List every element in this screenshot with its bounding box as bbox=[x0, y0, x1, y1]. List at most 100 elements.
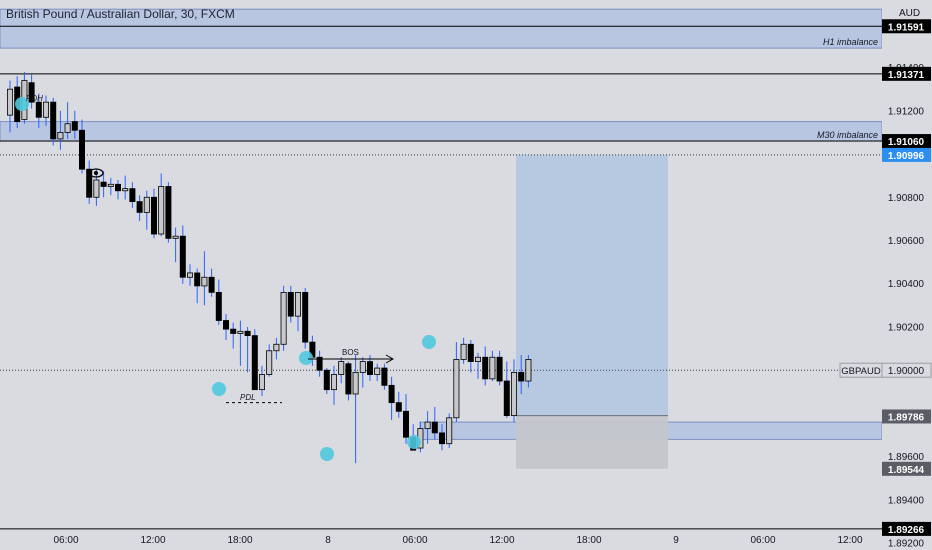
candle-bearish bbox=[244, 330, 251, 337]
candle-bearish bbox=[482, 356, 489, 380]
swing-marker bbox=[299, 351, 313, 365]
candle-bullish bbox=[374, 367, 381, 375]
candle-bearish bbox=[136, 201, 143, 213]
price-label-box bbox=[882, 147, 931, 162]
symbol-label-text: GBPAUD bbox=[841, 366, 881, 377]
eye-pupil-icon bbox=[94, 171, 98, 175]
swing-marker bbox=[320, 447, 334, 461]
pdh-label: PDH bbox=[26, 94, 43, 103]
y-tick-label: 1.90600 bbox=[888, 236, 925, 247]
candle-bearish bbox=[35, 101, 42, 118]
candle-bearish bbox=[438, 432, 445, 445]
position-stop-zone bbox=[516, 415, 668, 469]
candle-bullish bbox=[201, 276, 208, 287]
candle-bearish bbox=[222, 320, 229, 330]
candle-bullish bbox=[280, 291, 287, 345]
swing-marker bbox=[212, 382, 226, 396]
candle-bullish bbox=[474, 356, 481, 362]
x-tick-label: 12:00 bbox=[140, 535, 165, 546]
candle-bullish bbox=[294, 291, 301, 317]
x-tick-label: 18:00 bbox=[227, 535, 252, 546]
candle-bearish bbox=[100, 181, 107, 187]
candle-bullish bbox=[489, 356, 496, 380]
candle-bullish bbox=[237, 330, 244, 334]
candle-bullish bbox=[158, 186, 165, 235]
candle-bearish bbox=[287, 291, 294, 317]
candle-bearish bbox=[179, 235, 186, 278]
candle-bearish bbox=[165, 186, 172, 239]
candle-bearish bbox=[251, 335, 258, 391]
candle-bearish bbox=[388, 384, 395, 404]
candle-bearish bbox=[71, 121, 78, 131]
candle-bullish bbox=[107, 183, 114, 187]
y-tick-label: 1.90800 bbox=[888, 193, 925, 204]
y-tick-label: 1.90200 bbox=[888, 322, 925, 333]
y-tick-label: 1.89200 bbox=[888, 539, 925, 550]
candle-bullish bbox=[172, 235, 179, 239]
candle-bearish bbox=[115, 183, 122, 192]
time-axis-background bbox=[0, 541, 882, 550]
price-label-box bbox=[882, 134, 931, 149]
candle-bearish bbox=[79, 129, 86, 170]
candle-bearish bbox=[366, 361, 373, 375]
candle-bearish bbox=[150, 196, 157, 235]
x-tick-label: 18:00 bbox=[576, 535, 601, 546]
price-label-box bbox=[882, 461, 931, 476]
candle-bearish bbox=[316, 356, 323, 371]
swing-marker bbox=[422, 335, 436, 349]
candle-bullish bbox=[57, 132, 64, 140]
candle-bearish bbox=[496, 356, 503, 382]
candle-bullish bbox=[352, 371, 359, 395]
candle-bullish bbox=[453, 359, 460, 419]
candle-bearish bbox=[50, 101, 57, 140]
candle-bullish bbox=[424, 421, 431, 429]
price-label-text: 1.91591 bbox=[888, 22, 925, 33]
y-tick-label: 1.90400 bbox=[888, 279, 925, 290]
imbalance-zone-label: M30 imbalance bbox=[817, 130, 878, 140]
candle-bearish bbox=[431, 421, 438, 434]
candle-bullish bbox=[359, 361, 366, 373]
price-label-box bbox=[882, 409, 931, 424]
x-tick-label: 06:00 bbox=[750, 535, 775, 546]
candle-bearish bbox=[208, 276, 215, 293]
bos-label: BOS bbox=[342, 348, 359, 357]
y-tick-label: 1.89400 bbox=[888, 495, 925, 506]
candle-bullish bbox=[273, 343, 280, 352]
candle-bullish bbox=[330, 374, 337, 391]
position-target-zone bbox=[516, 154, 668, 416]
candle-bullish bbox=[446, 417, 453, 445]
candle-bullish bbox=[460, 343, 467, 360]
y-tick-label: 1.91200 bbox=[888, 106, 925, 117]
axis-currency: AUD bbox=[899, 8, 921, 19]
price-axis-background bbox=[882, 0, 932, 550]
chart-title: British Pound / Australian Dollar, 30, F… bbox=[6, 7, 235, 21]
price-label-box bbox=[882, 66, 931, 81]
swing-marker bbox=[15, 97, 29, 111]
candle-bearish bbox=[215, 291, 222, 321]
price-label-box bbox=[882, 19, 931, 34]
x-tick-label: 12:00 bbox=[837, 535, 862, 546]
candle-bullish bbox=[338, 361, 345, 375]
candle-bearish bbox=[28, 82, 35, 103]
price-label-text: 1.89266 bbox=[888, 525, 925, 536]
candle-bearish bbox=[395, 402, 402, 412]
price-label-text: 1.90996 bbox=[888, 151, 925, 162]
price-label-box bbox=[882, 521, 931, 536]
candle-bullish bbox=[258, 374, 265, 391]
candle-bullish bbox=[64, 123, 71, 133]
bos-arrow-icon bbox=[385, 354, 395, 364]
x-tick-label: 06:00 bbox=[53, 535, 78, 546]
candle-bearish bbox=[467, 343, 474, 362]
candle-bearish bbox=[194, 272, 201, 287]
candle-bullish bbox=[510, 371, 517, 417]
imbalance-zone bbox=[0, 8, 883, 49]
candle-bearish bbox=[518, 371, 525, 382]
symbol-price-box bbox=[881, 362, 932, 378]
imbalance-zone bbox=[0, 121, 883, 142]
candle-bearish bbox=[302, 291, 309, 343]
swing-marker bbox=[407, 435, 421, 449]
price-label-text: 1.89544 bbox=[888, 465, 925, 476]
price-label-text: 1.91371 bbox=[888, 70, 925, 81]
candle-bearish bbox=[230, 328, 237, 334]
